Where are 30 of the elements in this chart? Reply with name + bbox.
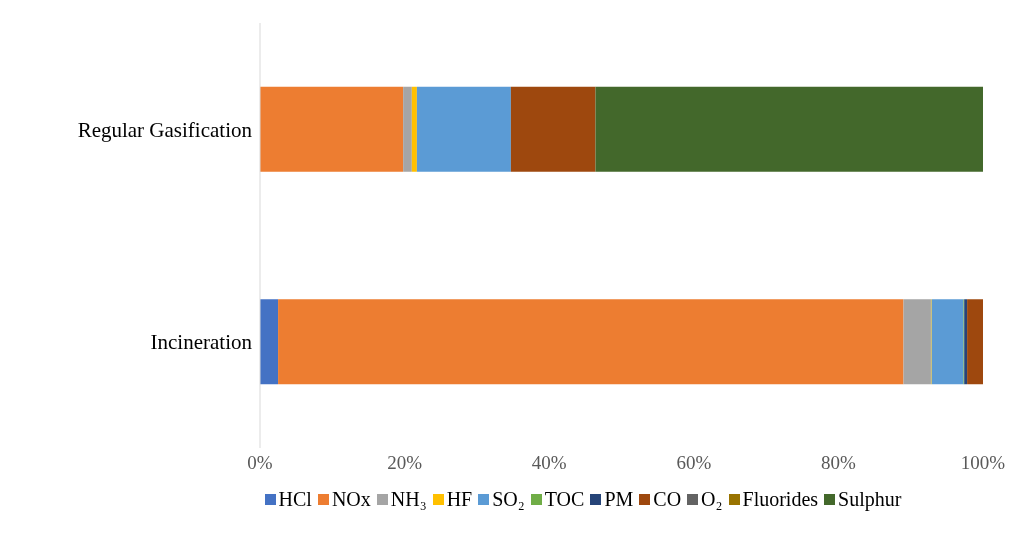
x-tick-label: 20%: [387, 452, 423, 474]
legend-label: O₂: [701, 488, 723, 511]
x-tick-label: 0%: [247, 452, 273, 474]
legend-label: HCl: [278, 488, 312, 511]
x-tick-label: 100%: [960, 452, 1006, 474]
legend-label: NH₃: [390, 488, 427, 511]
y-tick-label: Incineration: [150, 330, 253, 355]
bar: [903, 299, 931, 385]
legend-label: Fluorides: [742, 488, 819, 511]
x-tick-label: 40%: [531, 452, 567, 474]
bar: [403, 86, 412, 172]
x-tick-label: 60%: [676, 452, 712, 474]
bar: [595, 86, 983, 172]
bar: [967, 299, 983, 385]
bar: [411, 86, 417, 172]
bar: [416, 86, 511, 172]
bar: [260, 299, 279, 385]
legend-label: Sulphur: [838, 488, 902, 511]
legend-label: CO: [653, 488, 682, 511]
bar: [278, 299, 904, 385]
bar: [931, 299, 964, 385]
y-tick-label: Regular Gasification: [77, 117, 253, 142]
legend-label: HF: [446, 488, 473, 511]
x-tick-label: 80%: [820, 452, 856, 474]
legend-label: PM: [604, 488, 634, 511]
legend-label: TOC: [544, 488, 585, 511]
bar: [510, 86, 596, 172]
legend-label: NOx: [331, 488, 371, 511]
bar: [260, 86, 404, 172]
legend-label: SO₂: [492, 488, 525, 511]
